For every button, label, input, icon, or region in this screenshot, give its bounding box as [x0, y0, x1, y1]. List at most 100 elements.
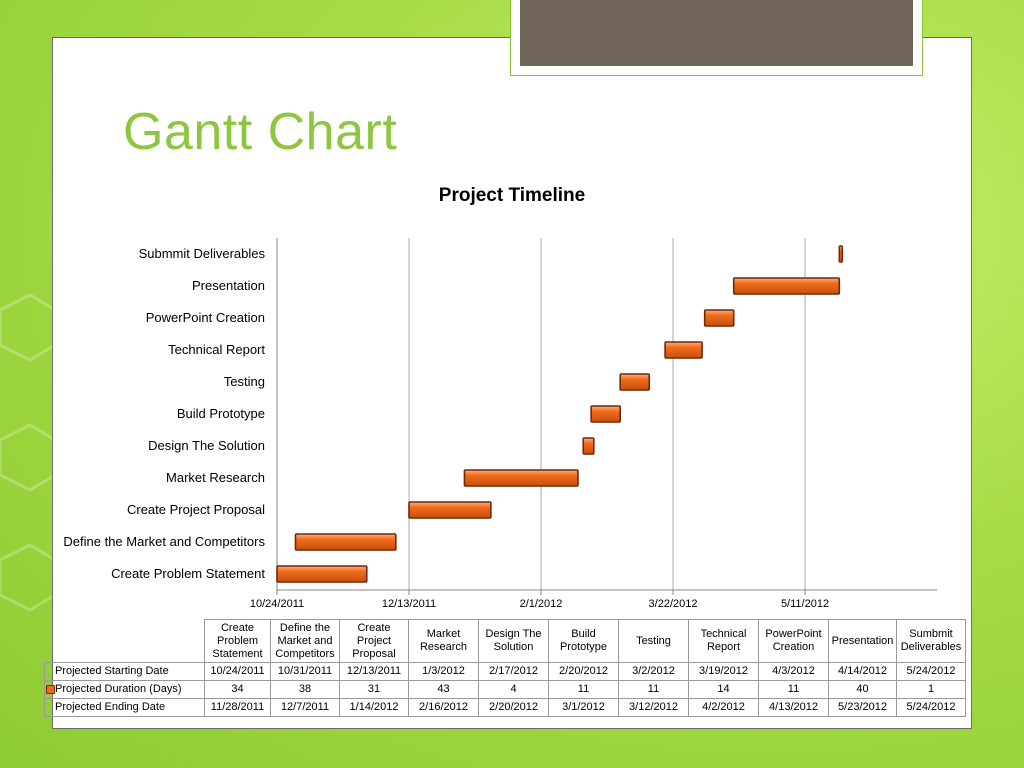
- table-row: Projected Ending Date 11/28/2011 12/7/2011…: [44, 698, 966, 717]
- gantt-bar: [619, 373, 651, 391]
- table-header-row: Create Problem Statement Define the Market a…: [44, 619, 966, 663]
- column-header-line: PowerPoint: [765, 628, 822, 640]
- table-cell: 3/19/2012: [688, 662, 759, 681]
- column-header-line: Proposal: [352, 647, 396, 660]
- table-cell: 12/13/2011: [339, 662, 409, 681]
- row-header-label: Projected Ending Date: [55, 701, 166, 713]
- table-cell: 11: [758, 680, 829, 699]
- column-header: PowerPoint Creation: [758, 619, 829, 663]
- column-header-line: Solution: [493, 641, 534, 653]
- table-cell: 1/3/2012: [408, 662, 479, 681]
- gantt-bar: [463, 469, 579, 487]
- slide-title: Gantt Chart: [123, 103, 398, 161]
- column-header-line: Create: [220, 621, 255, 634]
- table-cell: 11: [618, 680, 689, 699]
- table-cell: 11: [548, 680, 619, 699]
- row-header: Projected Starting Date: [44, 662, 205, 681]
- gantt-bar: [276, 565, 368, 583]
- x-tick-label: 12/13/2011: [382, 598, 436, 610]
- column-header: Build Prototype: [548, 619, 619, 663]
- column-header-line: Build: [571, 628, 596, 640]
- table-cell: 40: [828, 680, 897, 699]
- table-cell: 10/31/2011: [270, 662, 340, 681]
- column-header-line: Project: [356, 634, 392, 647]
- column-header: Define the Market and Competitors: [270, 619, 340, 663]
- gantt-bar: [838, 245, 844, 263]
- gantt-chart: 10/24/2011 12/13/2011 2/1/2012 3/22/2012 5/1…: [63, 238, 937, 610]
- gantt-bar: [732, 277, 841, 295]
- category-label: Build Prototype: [177, 406, 265, 421]
- column-header-line: Testing: [636, 634, 671, 647]
- chart-title: Project Timeline: [438, 185, 586, 206]
- row-header-label: Projected Starting Date: [55, 665, 169, 677]
- gantt-bar: [703, 309, 735, 327]
- table-cell: 2/20/2012: [548, 662, 619, 681]
- x-tick-label: 10/24/2011: [250, 598, 304, 610]
- gantt-bar: [294, 533, 397, 551]
- x-tick-label: 3/22/2012: [649, 598, 698, 610]
- x-tick-label: 5/11/2012: [781, 598, 829, 610]
- table-cell: 31: [339, 680, 409, 699]
- gantt-bar: [664, 341, 703, 359]
- table-cell: 2/17/2012: [478, 662, 549, 681]
- column-header: Create Problem Statement: [204, 619, 271, 663]
- table-cell: 5/24/2012: [896, 698, 966, 717]
- table-cell: 1/14/2012: [339, 698, 409, 717]
- column-header: Design The Solution: [478, 619, 549, 663]
- column-header-line: Creation: [772, 641, 815, 653]
- row-header: Projected Duration (Days): [44, 680, 205, 699]
- gantt-bar: [408, 501, 492, 519]
- column-header-line: Define the: [279, 621, 331, 634]
- gantt-bar: [582, 437, 595, 455]
- table-row: Projected Duration (Days) 34 38 31 43 4 11 11 14…: [44, 680, 966, 699]
- table-cell: 3/12/2012: [618, 698, 689, 717]
- table-cell: 3/2/2012: [618, 662, 689, 681]
- category-label: Market Research: [166, 470, 265, 485]
- column-header-line: Presentation: [831, 634, 894, 647]
- column-header-line: Design The: [485, 628, 542, 640]
- table-cell: 3/1/2012: [548, 698, 619, 717]
- column-header: Create Project Proposal: [339, 619, 409, 663]
- gantt-bar: [590, 405, 621, 423]
- row-header: Projected Ending Date: [44, 698, 205, 717]
- column-header-line: Report: [706, 641, 741, 653]
- column-header: Presentation: [828, 619, 897, 663]
- table-cell: 14: [688, 680, 759, 699]
- table-cell: 2/16/2012: [408, 698, 479, 717]
- table-cell: 4: [478, 680, 549, 699]
- column-header-line: Sumbmit: [909, 628, 953, 640]
- table-cell: 1: [896, 680, 966, 699]
- row-header-label: Projected Duration (Days): [55, 683, 182, 695]
- table-cell: 12/7/2011: [270, 698, 340, 717]
- table-cell: 5/23/2012: [828, 698, 897, 717]
- column-header: Testing: [618, 619, 689, 663]
- top-decoration: [520, 0, 913, 66]
- category-label: Presentation: [192, 278, 265, 293]
- column-header-line: Competitors: [275, 647, 335, 660]
- table-corner: [44, 619, 205, 663]
- table-cell: 38: [270, 680, 340, 699]
- category-label: PowerPoint Creation: [146, 310, 265, 325]
- category-label: Create Project Proposal: [127, 502, 265, 517]
- legend-key-icon: [46, 685, 55, 694]
- x-tick-label: 2/1/2012: [520, 598, 563, 610]
- table-cell: 4/3/2012: [758, 662, 829, 681]
- column-header-line: Market: [426, 628, 461, 640]
- category-label: Create Problem Statement: [111, 566, 265, 581]
- category-label: Submmit Deliverables: [139, 246, 266, 261]
- column-header-line: Research: [419, 641, 468, 653]
- category-label: Testing: [224, 374, 265, 389]
- table-cell: 4/2/2012: [688, 698, 759, 717]
- table-row: Projected Starting Date 10/24/2011 10/31/2…: [44, 662, 966, 681]
- category-label: Define the Market and Competitors: [63, 534, 265, 549]
- column-header-line: Deliverables: [900, 641, 962, 653]
- table-cell: 10/24/2011: [204, 662, 271, 681]
- column-header-line: Create: [357, 621, 391, 634]
- column-header-line: Prototype: [559, 641, 608, 653]
- table-cell: 4/14/2012: [828, 662, 897, 681]
- column-header-line: Statement: [212, 647, 263, 660]
- table-cell: 2/20/2012: [478, 698, 549, 717]
- column-header: Sumbmit Deliverables: [896, 619, 966, 663]
- table-cell: 43: [408, 680, 479, 699]
- category-label: Design The Solution: [148, 438, 265, 453]
